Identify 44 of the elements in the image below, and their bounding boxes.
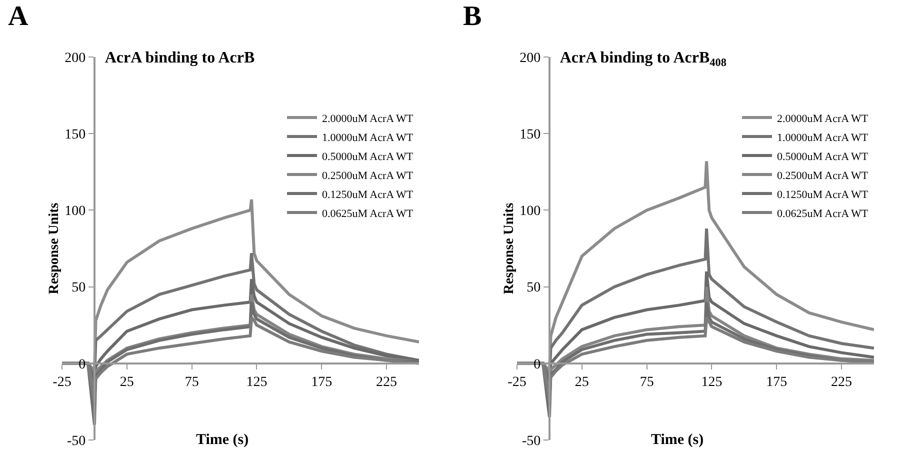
text: A	[8, 1, 29, 32]
y-tick-label: -50	[66, 434, 86, 449]
x-tick-label: 175	[766, 375, 788, 390]
x-axis-title: Time (s)	[196, 432, 249, 448]
legend-label: 0.2500uM AcrA WT	[322, 170, 414, 182]
x-tick-label: 75	[184, 375, 199, 390]
chart-title: AcrA binding to AcrB$_{408}$	[560, 50, 727, 69]
y-tick-label: -50	[522, 434, 541, 449]
y-axis-title: Response Units	[46, 202, 62, 294]
x-axis-title: Time (s)	[651, 432, 704, 448]
legend-label: 0.0625uM AcrA WT	[777, 208, 868, 220]
legend-label: 0.0625uM AcrA WT	[322, 208, 414, 220]
y-tick-label: 50	[72, 280, 86, 296]
x-tick-label: 225	[831, 375, 852, 390]
x-tick-label: 125	[701, 375, 722, 390]
y-tick-label: 150	[520, 128, 541, 142]
y-tick-label: 100	[64, 204, 86, 220]
legend-label: 0.5000uM AcrA WT	[777, 150, 868, 163]
legend-label: 2.0000uM AcrA WT	[322, 112, 414, 125]
x-tick-label: -25	[52, 375, 72, 390]
y-tick-label: 200	[520, 50, 541, 66]
y-tick-label: 50	[526, 280, 541, 296]
x-tick-label: 175	[311, 375, 332, 390]
y-tick-label: 200	[64, 50, 86, 66]
legend-label: 2.0000uM AcrA WT	[777, 112, 868, 125]
x-tick-label: 25	[120, 375, 134, 390]
legend-label: 0.1250uM AcrA WT	[322, 188, 414, 201]
chart-title: AcrA binding to AcrB	[104, 50, 255, 67]
text: B	[463, 1, 482, 32]
x-tick-label: 75	[640, 375, 654, 390]
x-tick-label: 225	[376, 375, 398, 390]
legend-label: 0.5000uM AcrA WT	[322, 150, 414, 163]
y-tick-label: 0	[78, 357, 86, 372]
y-axis-title: Response Units	[502, 202, 517, 294]
legend-label: 0.1250uM AcrA WT	[777, 188, 868, 201]
y-tick-label: 100	[520, 204, 541, 220]
x-tick-label: 25	[574, 375, 589, 390]
x-tick-label: -25	[508, 375, 526, 390]
legend-label: 0.2500uM AcrA WT	[777, 170, 868, 182]
y-tick-label: 150	[64, 128, 86, 142]
x-tick-label: 125	[246, 375, 268, 390]
y-tick-label: 0	[534, 357, 541, 372]
legend-label: 1.0000uM AcrA WT	[322, 132, 414, 144]
legend-label: 1.0000uM AcrA WT	[777, 132, 868, 144]
